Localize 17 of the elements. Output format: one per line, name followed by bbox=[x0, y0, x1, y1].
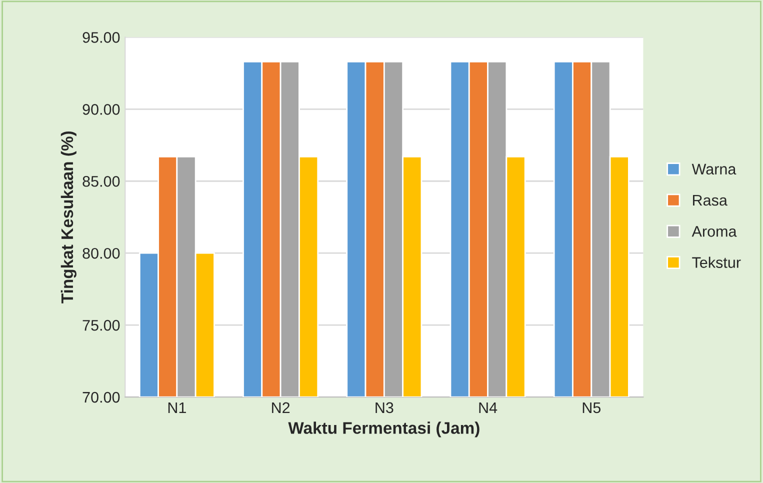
x-tick-label: N1 bbox=[168, 402, 186, 413]
y-axis-title: Tingkat Kesukaan (%) bbox=[60, 131, 76, 304]
y-tick-label: 90.00 bbox=[82, 104, 120, 115]
y-tick-label: 95.00 bbox=[82, 32, 120, 43]
x-tick-label: N2 bbox=[272, 402, 290, 413]
legend-label: Rasa bbox=[693, 195, 728, 206]
x-tick-label: N3 bbox=[376, 402, 394, 414]
y-tick-label: 85.00 bbox=[82, 176, 120, 187]
legend-label: Tekstur bbox=[692, 256, 741, 268]
x-axis-title: Waktu Fermentasi (Jam) bbox=[288, 422, 480, 438]
legend-label: Aroma bbox=[692, 226, 737, 237]
legend-label: Warna bbox=[692, 164, 736, 175]
y-tick-label: 70.00 bbox=[82, 392, 120, 403]
y-tick-label: 80.00 bbox=[82, 248, 120, 259]
x-tick-label: N4 bbox=[479, 402, 498, 413]
x-tick-label: N5 bbox=[582, 402, 601, 414]
y-tick-label: 75.00 bbox=[82, 320, 120, 331]
